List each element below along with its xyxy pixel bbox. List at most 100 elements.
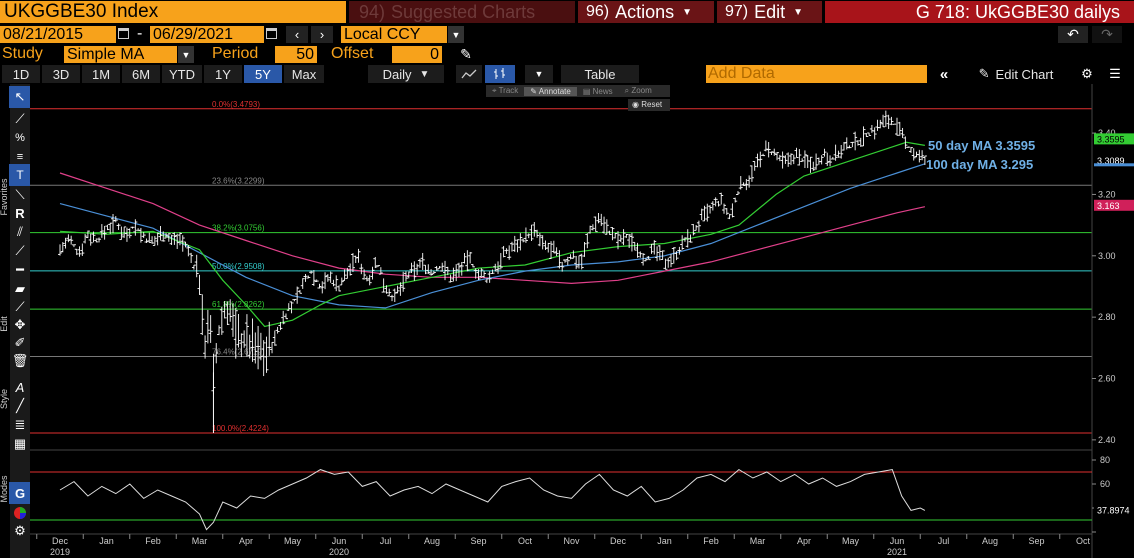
price-bar (900, 127, 905, 139)
fibonacci-tool-icon[interactable]: ≡ (16, 151, 24, 163)
frequency-select[interactable]: Daily ▼ (368, 65, 444, 83)
table-button[interactable]: Table (561, 65, 639, 83)
currency-select[interactable]: Local CCY (341, 26, 447, 43)
end-date-field[interactable]: 06/29/2021 (150, 26, 264, 43)
price-bar (415, 263, 420, 276)
price-bar (191, 264, 196, 270)
suggested-charts-button[interactable]: 94) Suggested Charts (349, 1, 575, 23)
range-button-ytd[interactable]: YTD (162, 65, 202, 83)
cursor-tool-icon[interactable]: ↖ (9, 86, 31, 108)
period-input[interactable]: 50 (275, 46, 317, 63)
brush-tool-icon[interactable]: ⟋ (15, 299, 25, 314)
price-bar (579, 253, 584, 270)
regression-tool-icon[interactable]: R (15, 205, 25, 221)
price-bar (504, 248, 509, 254)
range-button-5y[interactable]: 5Y (244, 65, 282, 83)
color-mode-icon[interactable] (9, 502, 31, 524)
chart-type-dropdown-icon[interactable]: ▼ (525, 65, 553, 83)
price-bar (643, 258, 648, 262)
price-bar (250, 318, 255, 362)
move-tool-icon[interactable]: ✥ (14, 317, 26, 332)
price-bar (828, 155, 833, 167)
trend-tool-icon[interactable]: ⟋ (15, 243, 25, 258)
ray-tool-icon[interactable]: ⟍ (15, 187, 25, 202)
price-bar (660, 250, 665, 260)
currency-dropdown-icon[interactable]: ▼ (448, 26, 464, 43)
ticker-field[interactable]: UKGGBE30 Index (0, 1, 346, 23)
settings-gear-icon[interactable]: ⚙ (14, 523, 26, 538)
price-bar (722, 203, 727, 214)
line-tool-icon[interactable]: ⟋ (15, 111, 25, 126)
line-chart-icon[interactable] (456, 65, 482, 83)
price-bar (451, 267, 456, 282)
erase-tool-icon[interactable]: ✐ (14, 335, 26, 350)
annotate-tool[interactable]: ✎ Annotate (524, 86, 577, 96)
add-data-input[interactable]: Add Data (706, 65, 927, 83)
next-period-button[interactable]: › (311, 26, 333, 43)
ma200-line (59, 172, 926, 285)
bar-chart-icon[interactable] (485, 65, 515, 83)
price-bar (454, 264, 459, 282)
price-bar (501, 245, 506, 258)
news-tool[interactable]: ▤ News (582, 86, 613, 96)
range-button-1d[interactable]: 1D (2, 65, 40, 83)
pencil-icon[interactable]: ✎ (460, 45, 472, 62)
start-date-field[interactable]: 08/21/2015 (0, 26, 116, 43)
x-month-label: Dec (610, 536, 627, 546)
edit-chart-button[interactable]: ✎ Edit Chart (960, 65, 1072, 83)
track-tool[interactable]: ⌖ Track (492, 86, 519, 95)
x-month-label: Aug (982, 536, 998, 546)
actions-dropdown-icon: ▼ (682, 6, 693, 18)
range-button-6m[interactable]: 6M (122, 65, 160, 83)
study-dropdown-icon[interactable]: ▼ (178, 46, 194, 63)
range-button-max[interactable]: Max (284, 65, 324, 83)
price-bar (197, 274, 202, 295)
price-bar (281, 310, 286, 325)
chart-settings-icon[interactable]: ⚙ (1081, 66, 1093, 81)
end-date-text: 06/29/2021 (153, 26, 234, 43)
price-bar (177, 232, 182, 246)
range-button-1y[interactable]: 1Y (204, 65, 242, 83)
price-bar (111, 213, 116, 234)
end-calendar-icon[interactable] (266, 28, 277, 39)
chart-options-icon[interactable]: ☰ (1109, 66, 1121, 81)
price-bar (490, 269, 495, 274)
start-calendar-icon[interactable] (118, 28, 129, 39)
price-bar (258, 332, 263, 361)
band-tool-icon[interactable]: ▰ (15, 281, 25, 296)
edit-menu-button[interactable]: 97) Edit ▼ (717, 1, 822, 23)
actions-button[interactable]: 96) Actions ▼ (578, 1, 714, 23)
range-button-1m[interactable]: 1M (82, 65, 120, 83)
bloomberg-mode-icon[interactable]: G (9, 482, 31, 504)
price-bar (576, 255, 581, 269)
grid-tool-icon[interactable]: ▦ (13, 436, 27, 451)
redo-button[interactable]: ↷ (1092, 26, 1122, 43)
collapse-icon[interactable]: « (939, 65, 949, 83)
horizontal-line-icon[interactable]: ━ (16, 262, 24, 277)
price-bar (479, 268, 484, 278)
price-bar (571, 250, 576, 259)
undo-button[interactable]: ↶ (1058, 26, 1088, 43)
text-tool-icon[interactable]: T (9, 164, 31, 186)
y-tick-label: 2.60 (1098, 374, 1116, 384)
highlight-tool-icon[interactable]: A (15, 379, 25, 395)
price-bar (272, 330, 277, 346)
x-month-label: Jun (332, 536, 347, 546)
price-bar (409, 262, 414, 273)
zoom-tool[interactable]: ⌕ Zoom (624, 86, 652, 95)
prev-period-button[interactable]: ‹ (286, 26, 308, 43)
price-bar (337, 285, 341, 292)
chart-area[interactable]: 0.0%(3.4793) 23.6%(3.2299) 38.2%(3.0756) 50… (30, 84, 1134, 558)
study-select[interactable]: Simple MA (64, 46, 177, 63)
price-bar (225, 301, 230, 325)
style-tool-icon[interactable]: ╱ (16, 398, 24, 413)
trash-icon[interactable]: 🗑 (11, 353, 29, 368)
price-bar (141, 232, 146, 238)
range-button-3d[interactable]: 3D (42, 65, 80, 83)
offset-input[interactable]: 0 (392, 46, 442, 63)
reset-button[interactable]: ◉ Reset (628, 99, 670, 111)
percent-tool-icon[interactable]: % (15, 132, 25, 144)
weight-tool-icon[interactable]: ≣ (14, 417, 26, 432)
price-bar (512, 235, 517, 252)
channel-tool-icon[interactable]: ⫽ (17, 224, 23, 239)
